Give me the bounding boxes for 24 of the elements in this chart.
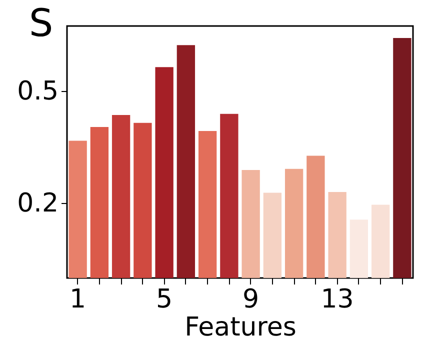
bar [242, 170, 260, 278]
bar [328, 192, 346, 278]
bar [112, 114, 130, 278]
bar [371, 204, 390, 278]
bar [263, 192, 282, 278]
bar [198, 131, 217, 278]
bar [68, 140, 87, 278]
bar [220, 114, 238, 278]
bar [90, 126, 109, 278]
x-axis-title: Features [184, 312, 296, 342]
y-tick-label: 0.5 [17, 76, 58, 107]
y-tick-label: 0.2 [17, 188, 58, 219]
x-tick-label: 9 [242, 284, 260, 314]
bar [393, 38, 412, 278]
chart-title: S [29, 1, 54, 45]
x-tick-label: 5 [156, 284, 173, 314]
bar [134, 122, 152, 278]
bar [350, 220, 368, 278]
x-tick-label: 13 [320, 284, 354, 314]
bar [176, 45, 196, 278]
x-tick-label: 1 [70, 284, 86, 314]
bar [306, 156, 325, 278]
bar [155, 67, 174, 278]
bar [284, 168, 304, 278]
